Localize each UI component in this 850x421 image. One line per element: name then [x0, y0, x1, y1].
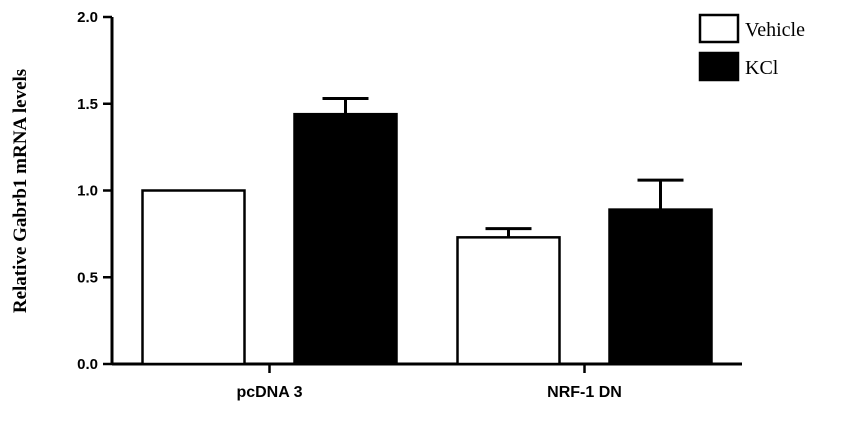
bar-vehicle — [141, 189, 246, 366]
y-tick-label: 1.0 — [77, 183, 98, 200]
x-ticks: pcDNA 3 NRF-1 DN — [236, 364, 622, 401]
bar-kcl — [293, 112, 398, 366]
y-tick-label: 0.0 — [77, 356, 98, 373]
y-tick-label: 2.0 — [77, 9, 98, 26]
x-tick-label: NRF-1 DN — [547, 384, 622, 401]
bars — [141, 97, 713, 366]
y-tick-label: 1.5 — [77, 96, 98, 113]
y-axis-title: Relative Gabrb1 mRNA levels — [10, 69, 31, 313]
y-ticks: 0.0 0.5 1.0 1.5 2.0 — [77, 9, 112, 373]
bar-kcl — [608, 208, 713, 366]
y-tick-label: 0.5 — [77, 269, 98, 286]
legend-label: Vehicle — [745, 19, 805, 41]
legend-label: KCl — [745, 57, 779, 79]
legend-swatch-vehicle — [698, 13, 740, 44]
y-axis: 0.0 0.5 1.0 1.5 2.0 — [77, 9, 114, 373]
x-tick-label: pcDNA 3 — [236, 384, 302, 401]
legend-swatch-kcl — [698, 51, 740, 82]
x-axis: pcDNA 3 NRF-1 DN — [112, 362, 742, 401]
bar-vehicle — [456, 236, 561, 366]
legend: Vehicle KCl — [698, 13, 805, 82]
